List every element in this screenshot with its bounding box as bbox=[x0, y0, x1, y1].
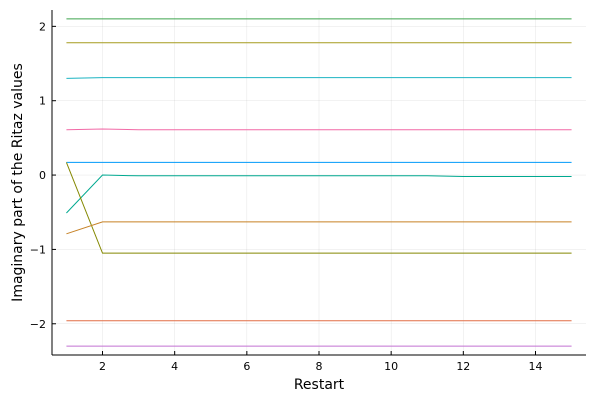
series-lines bbox=[65, 18, 572, 347]
y-tick-label: 0 bbox=[39, 169, 46, 182]
series-line-7 bbox=[65, 162, 572, 254]
y-axis-title: Imaginary part of the Ritaz values bbox=[10, 63, 26, 302]
x-tick-label: 14 bbox=[528, 360, 542, 373]
x-tick-label: 4 bbox=[171, 360, 178, 373]
y-tick-label: −2 bbox=[30, 318, 46, 331]
series-line-8 bbox=[66, 221, 572, 235]
x-tick-label: 10 bbox=[384, 360, 398, 373]
x-tick-label: 2 bbox=[99, 360, 106, 373]
x-tick-label: 6 bbox=[243, 360, 250, 373]
y-tick-label: −1 bbox=[30, 243, 46, 256]
series-line-4 bbox=[66, 128, 572, 131]
grid bbox=[52, 10, 586, 355]
series-line-3 bbox=[66, 77, 572, 79]
x-axis-title: Restart bbox=[294, 377, 345, 393]
x-tick-label: 8 bbox=[316, 360, 323, 373]
series-line-6 bbox=[66, 174, 572, 214]
y-tick-label: 2 bbox=[39, 20, 46, 33]
y-tick-label: 1 bbox=[39, 95, 46, 108]
x-tick-label: 12 bbox=[456, 360, 470, 373]
